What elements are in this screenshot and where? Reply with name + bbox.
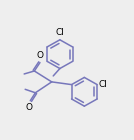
Text: Cl: Cl	[55, 28, 64, 37]
Text: O: O	[26, 103, 33, 112]
Text: O: O	[37, 51, 44, 60]
Text: Cl: Cl	[99, 80, 108, 89]
